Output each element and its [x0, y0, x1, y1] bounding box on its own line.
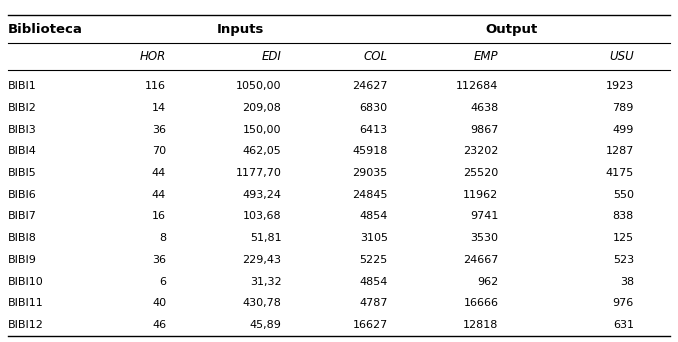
Text: 31,32: 31,32 [250, 277, 281, 287]
Text: 4854: 4854 [359, 277, 388, 287]
Text: 4787: 4787 [359, 298, 388, 308]
Text: 23202: 23202 [463, 146, 498, 156]
Text: BIBI7: BIBI7 [8, 211, 37, 222]
Text: 4638: 4638 [470, 103, 498, 113]
Text: 838: 838 [613, 211, 634, 222]
Text: 125: 125 [613, 233, 634, 243]
Text: BIBI11: BIBI11 [8, 298, 44, 308]
Text: 150,00: 150,00 [243, 124, 281, 135]
Text: 430,78: 430,78 [243, 298, 281, 308]
Text: 3105: 3105 [360, 233, 388, 243]
Text: 493,24: 493,24 [242, 190, 281, 200]
Text: EMP: EMP [474, 50, 498, 63]
Text: 1923: 1923 [605, 81, 634, 91]
Text: BIBI8: BIBI8 [8, 233, 37, 243]
Text: 8: 8 [159, 233, 166, 243]
Text: 44: 44 [152, 190, 166, 200]
Text: 29035: 29035 [353, 168, 388, 178]
Text: 1177,70: 1177,70 [235, 168, 281, 178]
Text: 209,08: 209,08 [243, 103, 281, 113]
Text: 45,89: 45,89 [250, 320, 281, 330]
Text: 16: 16 [152, 211, 166, 222]
Text: Inputs: Inputs [217, 23, 264, 36]
Text: BIBI9: BIBI9 [8, 255, 37, 265]
Text: 16627: 16627 [353, 320, 388, 330]
Text: 789: 789 [612, 103, 634, 113]
Text: 9741: 9741 [470, 211, 498, 222]
Text: 6413: 6413 [360, 124, 388, 135]
Text: 462,05: 462,05 [243, 146, 281, 156]
Text: BIBI3: BIBI3 [8, 124, 37, 135]
Text: COL: COL [364, 50, 388, 63]
Text: 9867: 9867 [470, 124, 498, 135]
Text: 5225: 5225 [359, 255, 388, 265]
Text: 44: 44 [152, 168, 166, 178]
Text: 38: 38 [620, 277, 634, 287]
Text: BIBI10: BIBI10 [8, 277, 44, 287]
Text: 14: 14 [152, 103, 166, 113]
Text: 24627: 24627 [353, 81, 388, 91]
Text: 550: 550 [613, 190, 634, 200]
Text: 70: 70 [152, 146, 166, 156]
Text: 24667: 24667 [463, 255, 498, 265]
Text: 46: 46 [152, 320, 166, 330]
Text: USU: USU [609, 50, 634, 63]
Text: BIBI12: BIBI12 [8, 320, 44, 330]
Text: 25520: 25520 [463, 168, 498, 178]
Text: 116: 116 [145, 81, 166, 91]
Text: 523: 523 [613, 255, 634, 265]
Text: 51,81: 51,81 [250, 233, 281, 243]
Text: BIBI5: BIBI5 [8, 168, 37, 178]
Text: 112684: 112684 [456, 81, 498, 91]
Text: 631: 631 [613, 320, 634, 330]
Text: 36: 36 [152, 255, 166, 265]
Text: 6830: 6830 [360, 103, 388, 113]
Text: 229,43: 229,43 [242, 255, 281, 265]
Text: 499: 499 [612, 124, 634, 135]
Text: 11962: 11962 [463, 190, 498, 200]
Text: 1050,00: 1050,00 [236, 81, 281, 91]
Text: 4854: 4854 [359, 211, 388, 222]
Text: Biblioteca: Biblioteca [8, 23, 83, 36]
Text: BIBI2: BIBI2 [8, 103, 37, 113]
Text: 103,68: 103,68 [243, 211, 281, 222]
Text: 1287: 1287 [605, 146, 634, 156]
Text: EDI: EDI [262, 50, 281, 63]
Text: 45918: 45918 [353, 146, 388, 156]
Text: 4175: 4175 [605, 168, 634, 178]
Text: 976: 976 [613, 298, 634, 308]
Text: BIBI4: BIBI4 [8, 146, 37, 156]
Text: 6: 6 [159, 277, 166, 287]
Text: BIBI6: BIBI6 [8, 190, 37, 200]
Text: 16666: 16666 [463, 298, 498, 308]
Text: Output: Output [485, 23, 538, 36]
Text: HOR: HOR [140, 50, 166, 63]
Text: 36: 36 [152, 124, 166, 135]
Text: 12818: 12818 [463, 320, 498, 330]
Text: 962: 962 [477, 277, 498, 287]
Text: 3530: 3530 [471, 233, 498, 243]
Text: 24845: 24845 [353, 190, 388, 200]
Text: 40: 40 [152, 298, 166, 308]
Text: BIBI1: BIBI1 [8, 81, 37, 91]
